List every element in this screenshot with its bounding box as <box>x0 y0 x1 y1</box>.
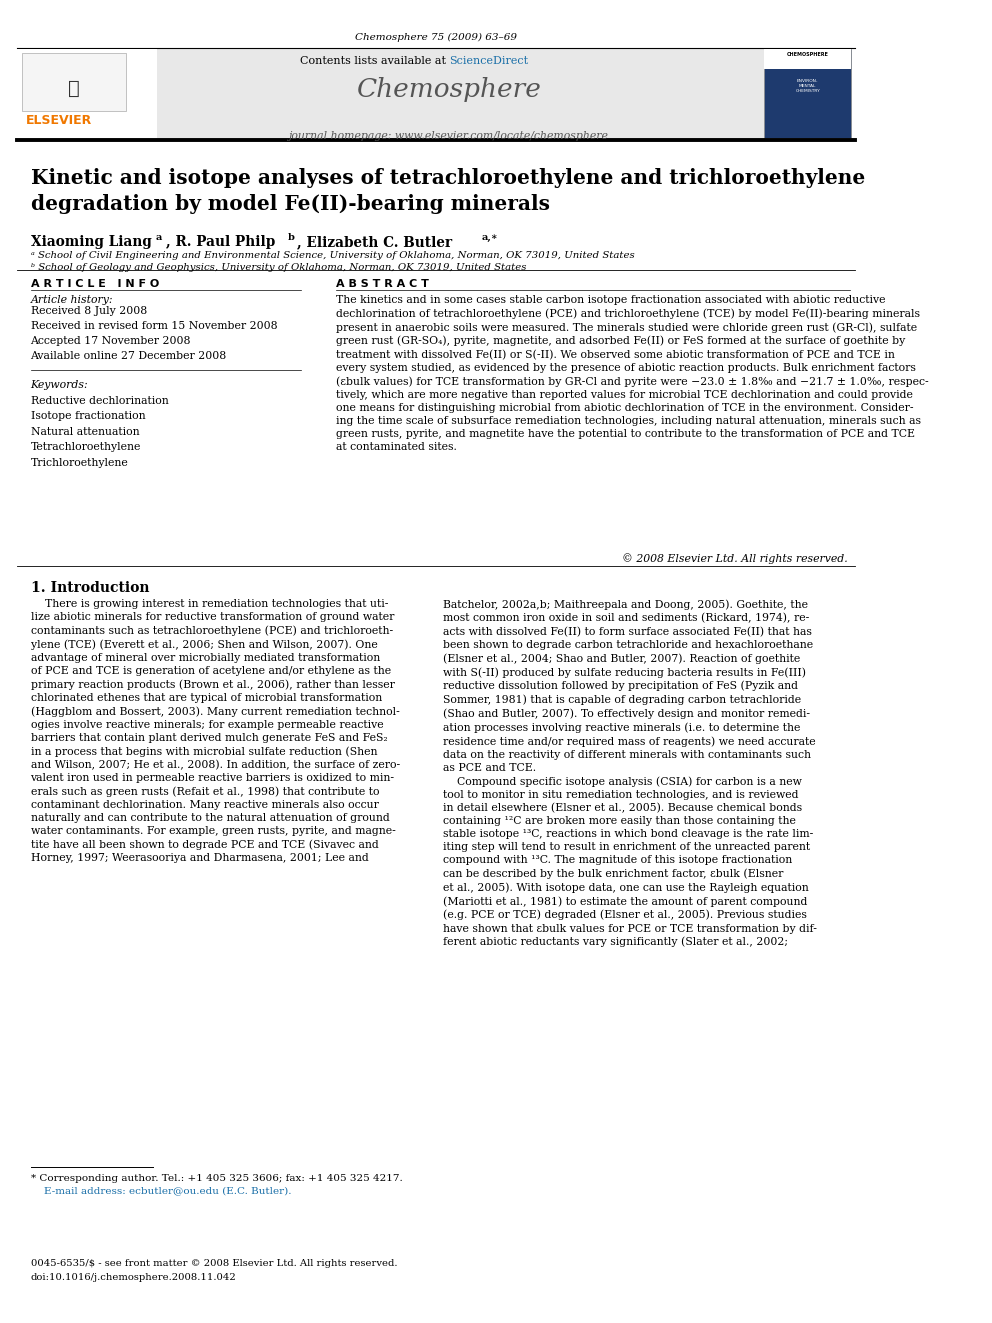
Text: ENVIRON-
MENTAL
CHEMISTRY: ENVIRON- MENTAL CHEMISTRY <box>796 79 820 93</box>
Text: © 2008 Elsevier Ltd. All rights reserved.: © 2008 Elsevier Ltd. All rights reserved… <box>622 553 848 564</box>
Text: Tetrachloroethylene: Tetrachloroethylene <box>31 442 141 452</box>
Text: The kinetics and in some cases stable carbon isotope fractionation associated wi: The kinetics and in some cases stable ca… <box>335 295 929 452</box>
Text: Article history:: Article history: <box>31 295 113 306</box>
Text: ᵇ School of Geology and Geophysics, University of Oklahoma, Norman, OK 73019, Un: ᵇ School of Geology and Geophysics, Univ… <box>31 263 526 273</box>
Text: doi:10.1016/j.chemosphere.2008.11.042: doi:10.1016/j.chemosphere.2008.11.042 <box>31 1273 236 1282</box>
Text: CHEMOSPHERE: CHEMOSPHERE <box>787 52 828 57</box>
Text: Received 8 July 2008: Received 8 July 2008 <box>31 306 147 316</box>
Bar <box>18 49 764 138</box>
Text: A R T I C L E   I N F O: A R T I C L E I N F O <box>31 279 159 290</box>
Text: journal homepage: www.elsevier.com/locate/chemosphere: journal homepage: www.elsevier.com/locat… <box>290 131 609 142</box>
Text: 0045-6535/$ - see front matter © 2008 Elsevier Ltd. All rights reserved.: 0045-6535/$ - see front matter © 2008 El… <box>31 1259 397 1269</box>
Text: Chemosphere 75 (2009) 63–69: Chemosphere 75 (2009) 63–69 <box>355 33 517 42</box>
Text: , R. Paul Philp: , R. Paul Philp <box>166 235 275 250</box>
Text: Batchelor, 2002a,b; Maithreepala and Doong, 2005). Goethite, the
most common iro: Batchelor, 2002a,b; Maithreepala and Doo… <box>443 599 817 947</box>
Text: There is growing interest in remediation technologies that uti-
lize abiotic min: There is growing interest in remediation… <box>31 599 400 863</box>
Text: ScienceDirect: ScienceDirect <box>449 56 529 66</box>
Text: Available online 27 December 2008: Available online 27 December 2008 <box>31 351 227 361</box>
Bar <box>764 49 851 138</box>
Text: Keywords:: Keywords: <box>31 380 88 390</box>
Text: ELSEVIER: ELSEVIER <box>26 114 92 127</box>
Text: a,∗: a,∗ <box>481 233 498 242</box>
Text: , Elizabeth C. Butler: , Elizabeth C. Butler <box>297 235 451 250</box>
Text: Kinetic and isotope analyses of tetrachloroethylene and trichloroethylene
degrad: Kinetic and isotope analyses of tetrachl… <box>31 168 865 213</box>
Text: Xiaoming Liang: Xiaoming Liang <box>31 235 152 250</box>
Text: 🌲: 🌲 <box>68 79 80 98</box>
Text: E-mail address: ecbutler@ou.edu (E.C. Butler).: E-mail address: ecbutler@ou.edu (E.C. Bu… <box>31 1187 291 1196</box>
Text: Natural attenuation: Natural attenuation <box>31 427 139 437</box>
Text: a: a <box>156 233 162 242</box>
Text: b: b <box>288 233 295 242</box>
Bar <box>18 49 157 138</box>
Text: Received in revised form 15 November 2008: Received in revised form 15 November 200… <box>31 320 277 331</box>
Text: Reductive dechlorination: Reductive dechlorination <box>31 396 169 406</box>
Text: 1. Introduction: 1. Introduction <box>31 581 149 595</box>
Text: Chemosphere: Chemosphere <box>357 77 542 102</box>
Text: Isotope fractionation: Isotope fractionation <box>31 411 145 421</box>
Bar <box>764 49 851 69</box>
Text: A B S T R A C T: A B S T R A C T <box>335 279 429 290</box>
Text: Accepted 17 November 2008: Accepted 17 November 2008 <box>31 336 191 347</box>
Text: Contents lists available at: Contents lists available at <box>300 56 449 66</box>
Text: Trichloroethylene: Trichloroethylene <box>31 458 128 468</box>
Text: * Corresponding author. Tel.: +1 405 325 3606; fax: +1 405 325 4217.: * Corresponding author. Tel.: +1 405 325… <box>31 1174 403 1183</box>
Text: ᵃ School of Civil Engineering and Environmental Science, University of Oklahoma,: ᵃ School of Civil Engineering and Enviro… <box>31 251 634 261</box>
Bar <box>22 53 126 111</box>
